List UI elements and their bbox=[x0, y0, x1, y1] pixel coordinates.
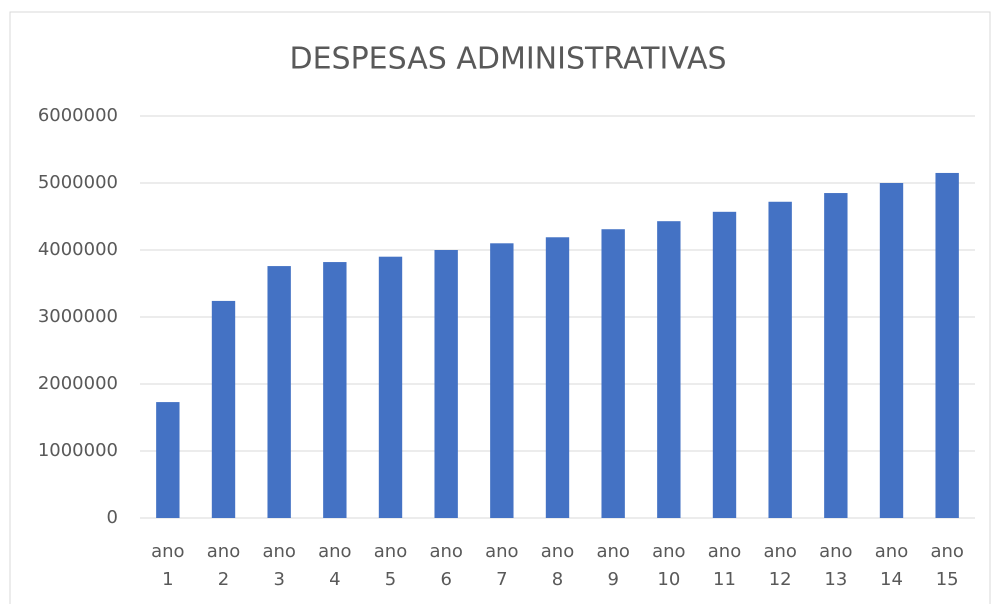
y-tick-label: 4000000 bbox=[38, 239, 118, 260]
x-tick-label: ano 12 bbox=[763, 541, 796, 590]
x-tick-label: ano 14 bbox=[875, 541, 908, 590]
x-tick-label: ano 1 bbox=[151, 541, 184, 590]
x-tick-label: ano 3 bbox=[262, 541, 295, 590]
x-tick-label: ano 11 bbox=[708, 541, 741, 590]
bar bbox=[545, 237, 570, 518]
y-tick-label: 1000000 bbox=[38, 440, 118, 461]
y-tick-label: 3000000 bbox=[38, 306, 118, 327]
x-tick-label: ano 5 bbox=[374, 541, 407, 590]
x-tick-label: ano 15 bbox=[930, 541, 963, 590]
bar bbox=[156, 402, 180, 518]
bar bbox=[768, 201, 792, 518]
x-tick-label: ano 9 bbox=[596, 541, 629, 590]
x-tick-label: ano 10 bbox=[652, 541, 685, 590]
bar bbox=[323, 262, 347, 518]
y-tick-label: 0 bbox=[107, 507, 118, 528]
bar bbox=[657, 221, 681, 518]
bar bbox=[935, 172, 959, 518]
x-tick-label: ano 7 bbox=[485, 541, 518, 590]
bar bbox=[601, 229, 625, 519]
bar bbox=[824, 193, 848, 519]
chart-title: DESPESAS ADMINISTRATIVAS bbox=[289, 42, 726, 77]
bar bbox=[211, 300, 236, 518]
y-tick-label: 6000000 bbox=[38, 105, 118, 126]
y-tick-label: 5000000 bbox=[38, 172, 118, 193]
bar bbox=[434, 250, 458, 518]
x-tick-label: ano 8 bbox=[541, 541, 574, 590]
bar bbox=[879, 183, 904, 518]
x-tick-label: ano 2 bbox=[207, 541, 240, 590]
x-tick-label: ano 13 bbox=[819, 541, 852, 590]
bar bbox=[490, 243, 514, 519]
x-tick-label: ano 4 bbox=[318, 541, 351, 590]
x-tick-label: ano 6 bbox=[429, 541, 462, 590]
bar bbox=[378, 256, 403, 518]
y-tick-label: 2000000 bbox=[38, 373, 118, 394]
bar bbox=[712, 211, 737, 518]
bar bbox=[267, 266, 291, 518]
